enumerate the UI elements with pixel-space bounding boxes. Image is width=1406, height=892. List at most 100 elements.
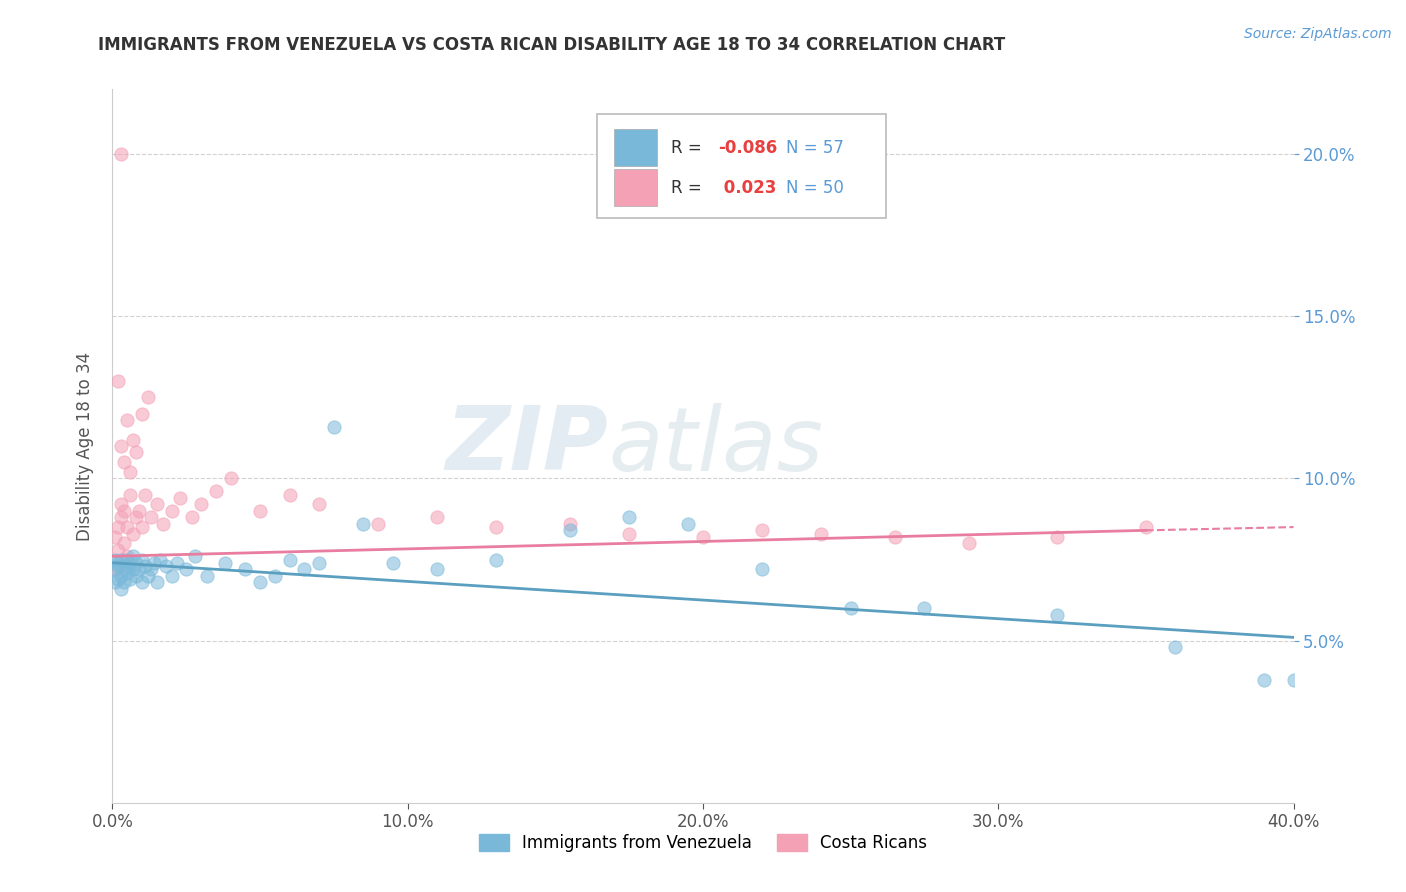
Point	[184, 549, 207, 564]
Point	[120, 556, 142, 570]
Point	[264, 568, 287, 582]
Point	[160, 568, 183, 582]
Point	[117, 566, 138, 580]
Point	[139, 562, 162, 576]
Point	[382, 556, 405, 570]
Point	[751, 524, 773, 538]
Point	[1253, 673, 1275, 687]
Point	[125, 510, 148, 524]
Point	[128, 562, 150, 576]
Point	[249, 575, 271, 590]
Point	[104, 530, 127, 544]
Point	[914, 601, 936, 615]
Point	[205, 484, 228, 499]
Point	[485, 552, 508, 566]
Point	[308, 556, 330, 570]
Point	[128, 504, 150, 518]
Text: atlas: atlas	[609, 403, 824, 489]
Point	[190, 497, 212, 511]
Point	[131, 552, 153, 566]
Point	[367, 516, 389, 531]
Point	[195, 568, 218, 582]
Text: 0.023: 0.023	[718, 178, 776, 196]
Point	[122, 433, 145, 447]
Point	[1135, 520, 1157, 534]
Point	[146, 575, 169, 590]
Text: -0.086: -0.086	[718, 139, 778, 157]
Y-axis label: Disability Age 18 to 34: Disability Age 18 to 34	[76, 351, 94, 541]
Point	[131, 575, 153, 590]
FancyBboxPatch shape	[596, 114, 886, 218]
Point	[181, 510, 204, 524]
Point	[112, 536, 135, 550]
Point	[117, 413, 138, 427]
Point	[214, 556, 236, 570]
FancyBboxPatch shape	[614, 169, 657, 206]
Point	[122, 562, 145, 576]
Point	[219, 471, 242, 485]
Point	[1164, 640, 1187, 654]
Point	[125, 556, 148, 570]
Point	[110, 439, 132, 453]
Point	[110, 552, 132, 566]
Point	[107, 556, 129, 570]
Point	[134, 559, 156, 574]
Point	[112, 575, 135, 590]
Point	[122, 526, 145, 541]
Point	[308, 497, 330, 511]
Point	[485, 520, 508, 534]
Point	[125, 568, 148, 582]
Point	[110, 147, 132, 161]
Point	[160, 504, 183, 518]
Point	[142, 556, 165, 570]
Text: IMMIGRANTS FROM VENEZUELA VS COSTA RICAN DISABILITY AGE 18 TO 34 CORRELATION CHA: IMMIGRANTS FROM VENEZUELA VS COSTA RICAN…	[98, 36, 1005, 54]
Point	[233, 562, 256, 576]
FancyBboxPatch shape	[614, 129, 657, 166]
Text: R =: R =	[671, 178, 707, 196]
Point	[117, 559, 138, 574]
Point	[558, 516, 582, 531]
Point	[619, 526, 641, 541]
Point	[426, 562, 449, 576]
Point	[110, 568, 132, 582]
Point	[278, 488, 301, 502]
Point	[110, 497, 132, 511]
Point	[107, 559, 129, 574]
Point	[149, 552, 172, 566]
Point	[558, 524, 582, 538]
Point	[117, 520, 138, 534]
Point	[692, 530, 714, 544]
Text: N = 50: N = 50	[786, 178, 844, 196]
Text: N = 57: N = 57	[786, 139, 844, 157]
Point	[152, 516, 174, 531]
Point	[426, 510, 449, 524]
Point	[104, 562, 127, 576]
Point	[104, 562, 127, 576]
Point	[112, 455, 135, 469]
Point	[166, 556, 188, 570]
Point	[619, 510, 641, 524]
Text: ZIP: ZIP	[446, 402, 609, 490]
Point	[169, 491, 191, 505]
Text: R =: R =	[671, 139, 707, 157]
Point	[104, 552, 127, 566]
Point	[249, 504, 271, 518]
Point	[884, 530, 907, 544]
Point	[122, 549, 145, 564]
Point	[1282, 673, 1305, 687]
Point	[134, 488, 156, 502]
Point	[112, 504, 135, 518]
Point	[323, 419, 346, 434]
Point	[110, 510, 132, 524]
Point	[810, 526, 832, 541]
Point	[174, 562, 197, 576]
Point	[1046, 607, 1069, 622]
Point	[136, 568, 159, 582]
Point	[104, 575, 127, 590]
Point	[1046, 530, 1069, 544]
Point	[136, 390, 159, 404]
Point	[146, 497, 169, 511]
Point	[957, 536, 980, 550]
Legend: Immigrants from Venezuela, Costa Ricans: Immigrants from Venezuela, Costa Ricans	[472, 827, 934, 859]
Point	[120, 488, 142, 502]
